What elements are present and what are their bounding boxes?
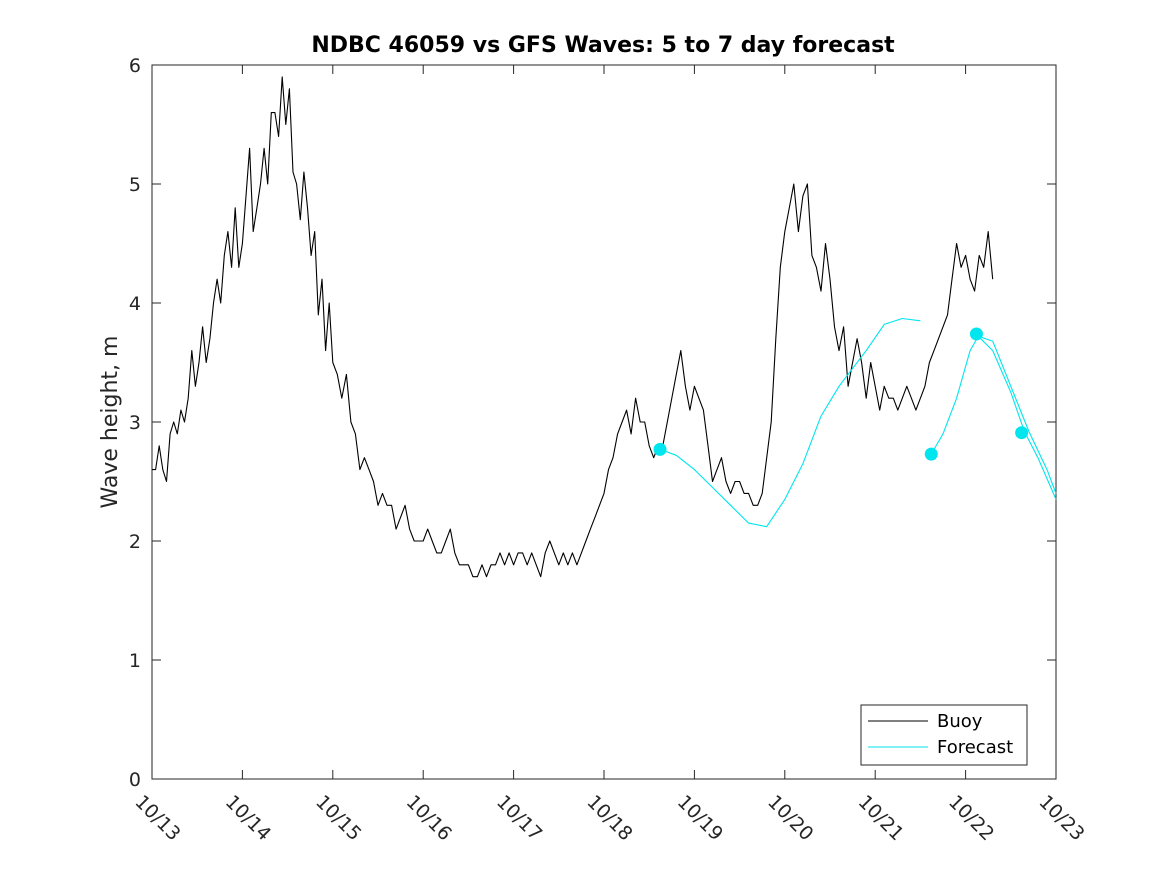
x-tick-marks — [151, 65, 1057, 779]
x-tick-label: 10/17 — [492, 791, 546, 845]
x-tick-label: 10/19 — [673, 791, 727, 845]
chart-title: NDBC 46059 vs GFS Waves: 5 to 7 day fore… — [311, 33, 895, 58]
y-axis-label: Wave height, m — [98, 336, 123, 509]
y-tick-label: 1 — [129, 650, 141, 672]
forecast-marker — [969, 327, 983, 341]
series-forecast — [653, 317, 1057, 528]
legend-box — [860, 704, 1028, 766]
y-tick-labels: 0 1 2 3 4 5 6 — [129, 55, 141, 791]
y-tick-label: 6 — [129, 55, 141, 77]
y-tick-label: 3 — [129, 412, 141, 434]
y-tick-label: 4 — [129, 293, 141, 315]
y-tick-marks — [152, 64, 1056, 780]
x-tick-labels: 10/13 10/14 10/15 10/16 10/17 10/18 10/19 10/20… — [130, 791, 1088, 845]
x-tick-label: 10/18 — [582, 791, 636, 845]
forecast-line — [930, 335, 1057, 494]
legend-forecast-label: Forecast — [937, 737, 1013, 758]
plot-area — [151, 64, 1057, 780]
x-tick-label: 10/14 — [221, 791, 275, 845]
x-tick-label: 10/21 — [854, 791, 908, 845]
legend: Buoy Forecast — [860, 704, 1028, 766]
forecast-line — [977, 335, 1057, 500]
y-tick-label: 2 — [129, 531, 141, 553]
legend-buoy-label: Buoy — [937, 711, 983, 732]
x-tick-label: 10/20 — [763, 791, 817, 845]
x-tick-label: 10/13 — [130, 791, 184, 845]
x-tick-label: 10/15 — [311, 791, 365, 845]
y-tick-label: 5 — [129, 174, 141, 196]
forecast-marker — [924, 447, 938, 461]
buoy-line — [152, 76, 994, 578]
series-buoy — [152, 76, 994, 578]
y-tick-label: 0 — [129, 769, 141, 791]
forecast-marker — [653, 442, 667, 456]
x-tick-label: 10/23 — [1034, 791, 1088, 845]
x-tick-label: 10/16 — [402, 791, 456, 845]
forecast-marker — [1015, 426, 1029, 440]
x-tick-label: 10/22 — [944, 791, 998, 845]
forecast-line — [659, 317, 921, 528]
